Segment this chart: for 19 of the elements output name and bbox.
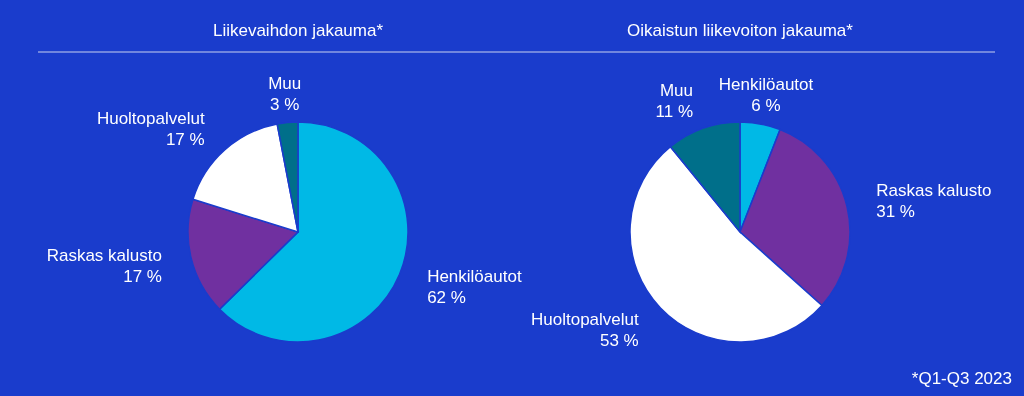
slice-label: Raskas kalusto [876,180,992,200]
data-label: 3 % [270,94,300,114]
data-label: 11 % [655,102,694,122]
slice-label: Henkilöautot [718,75,814,95]
data-label: 17 % [123,267,162,287]
slice-label: Henkilöautot [427,267,522,287]
text: *Q1-Q3 2023 [911,369,1012,388]
data-label: 62 % [427,288,466,308]
data-label: 53 % [599,330,639,350]
slice-label: Huoltopalvelut [530,309,639,329]
slice-label: Raskas kalusto [46,246,162,266]
chart-title: Oikaistun liikevoiton jakauma* [627,21,854,40]
slice-label: Muu [268,73,302,93]
slice-label: Huoltopalvelut [96,108,205,128]
chart-title: Liikevaihdon jakauma* [212,21,384,40]
data-label: 6 % [751,96,781,116]
data-label: 31 % [876,201,915,221]
data-label: 17 % [165,129,205,149]
slice-label: Muu [659,81,694,101]
